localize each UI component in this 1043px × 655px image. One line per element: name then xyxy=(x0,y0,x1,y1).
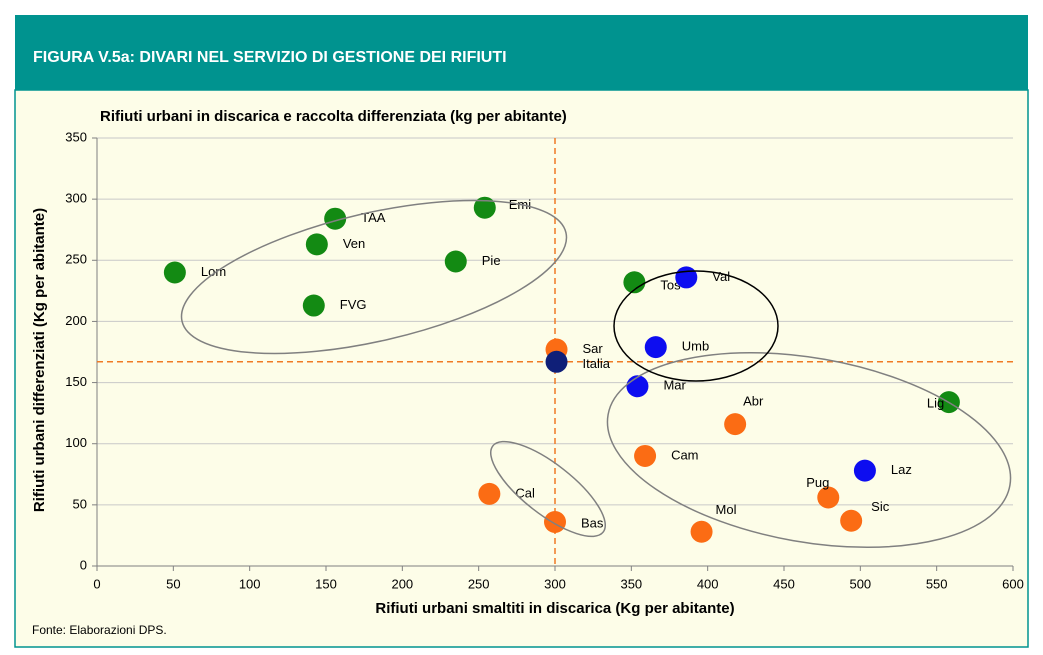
point-label: Italia xyxy=(583,356,611,371)
y-tick-label: 300 xyxy=(65,191,87,206)
point xyxy=(675,266,698,289)
y-tick-label: 0 xyxy=(80,557,87,572)
point xyxy=(163,261,186,284)
point-label: Cal xyxy=(515,485,535,500)
point xyxy=(840,509,863,532)
point xyxy=(724,413,747,436)
point xyxy=(644,336,667,359)
x-tick-label: 400 xyxy=(697,576,719,591)
point-label: Cam xyxy=(671,447,698,462)
point-label: Sar xyxy=(583,341,604,356)
point xyxy=(473,196,496,219)
x-tick-label: 150 xyxy=(315,576,337,591)
point-label: Laz xyxy=(891,462,912,477)
x-tick-label: 200 xyxy=(391,576,413,591)
y-tick-label: 350 xyxy=(65,129,87,144)
point xyxy=(478,482,501,505)
point-label: Mol xyxy=(716,502,737,517)
x-tick-label: 300 xyxy=(544,576,566,591)
point-label: Tos xyxy=(660,278,681,293)
point-label: Lom xyxy=(201,264,226,279)
x-tick-label: 100 xyxy=(239,576,261,591)
group-ellipse xyxy=(180,199,568,355)
x-tick-label: 550 xyxy=(926,576,948,591)
y-tick-label: 250 xyxy=(65,252,87,267)
point-label: Umb xyxy=(682,339,709,354)
point xyxy=(545,350,568,373)
point-label: Pug xyxy=(806,475,829,490)
x-tick-label: 250 xyxy=(468,576,490,591)
point-label: Bas xyxy=(581,515,604,530)
y-tick-label: 150 xyxy=(65,374,87,389)
x-axis-label: Rifiuti urbani smaltiti in discarica (Kg… xyxy=(375,600,734,617)
figure-header xyxy=(15,15,1028,90)
point xyxy=(544,510,566,533)
plot: 0 50 100 150 200 250 300 350 0 50 100 150 200 250 300 3… xyxy=(65,129,1024,591)
point-label: Val xyxy=(712,269,730,284)
point xyxy=(626,375,649,398)
x-tick-label: 600 xyxy=(1002,576,1024,591)
x-tick-label: 0 xyxy=(93,576,100,591)
y-tick-label: 50 xyxy=(73,496,87,511)
figure-title: FIGURA V.5a: DIVARI NEL SERVIZIO DI GEST… xyxy=(33,49,507,66)
chart-title: Rifiuti urbani in discarica e raccolta d… xyxy=(100,108,567,125)
point-label: Abr xyxy=(743,394,764,409)
point xyxy=(324,207,347,230)
y-tick-label: 200 xyxy=(65,313,87,328)
group-ellipses xyxy=(180,199,1012,549)
point-label: Sic xyxy=(871,499,890,514)
point xyxy=(444,250,467,273)
point-label: Mar xyxy=(663,378,686,393)
point-label: Ven xyxy=(343,236,365,251)
point xyxy=(690,520,713,543)
point xyxy=(305,233,328,256)
source-note: Fonte: Elaborazioni DPS. xyxy=(32,623,167,637)
group-ellipse xyxy=(489,440,607,538)
point-label: FVG xyxy=(340,297,367,312)
x-tick-label: 450 xyxy=(773,576,795,591)
point-label: Lig xyxy=(927,396,944,411)
point-label: Pie xyxy=(482,253,501,268)
x-tick-label: 50 xyxy=(166,576,180,591)
point xyxy=(302,294,325,317)
group-ellipse xyxy=(613,270,779,382)
group-ellipse xyxy=(606,351,1012,549)
point-label: TAA xyxy=(361,210,386,225)
point xyxy=(634,444,657,467)
x-tick-label: 350 xyxy=(620,576,642,591)
point xyxy=(623,271,646,294)
x-tick-label: 500 xyxy=(849,576,871,591)
point xyxy=(817,486,840,509)
y-axis-label: Rifiuti urbani differenziati (Kg per abi… xyxy=(31,208,48,512)
point xyxy=(853,459,876,482)
y-tick-label: 100 xyxy=(65,435,87,450)
